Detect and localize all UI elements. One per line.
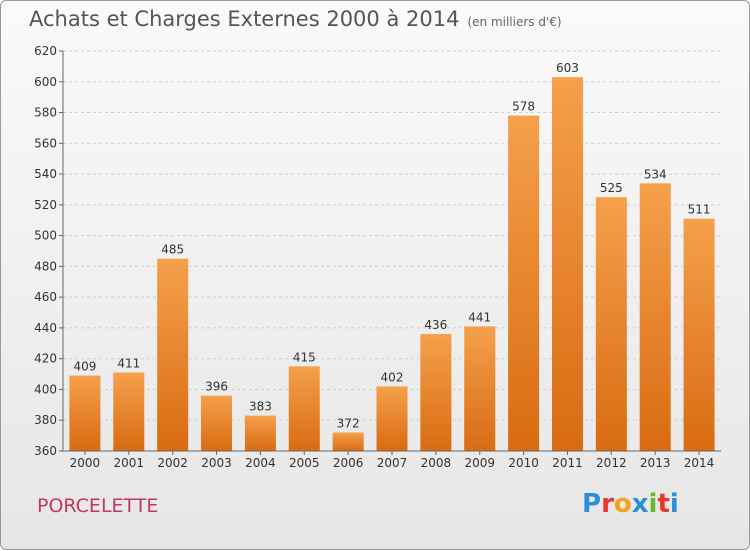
bars: 409 411 485 396 383 415 372 402 436 441 578 603 525 5…	[69, 61, 715, 452]
data-label: 411	[117, 357, 140, 371]
y-tick-label: 460	[34, 290, 57, 304]
bar-2013	[639, 183, 671, 452]
logo-letter: P	[582, 489, 602, 519]
data-label: 534	[644, 167, 667, 181]
axes: 360 380 400 420 440 460 480 500 520 540 560 580 600 6…	[34, 44, 721, 470]
place-name: PORCELETTE	[37, 495, 159, 517]
bar-2002	[157, 258, 189, 451]
data-label: 372	[337, 417, 360, 431]
y-tick-label: 620	[34, 44, 57, 58]
x-tick-label: 2014	[684, 456, 715, 470]
chart-title: Achats et Charges Externes 2000 à 2014 (e…	[29, 7, 562, 31]
y-tick-label: 540	[34, 167, 57, 181]
data-label: 409	[73, 360, 96, 374]
bar-2004	[244, 415, 276, 451]
x-tick-label: 2008	[421, 456, 452, 470]
data-label: 396	[205, 380, 228, 394]
data-label: 415	[293, 350, 316, 364]
x-tick-label: 2011	[552, 456, 583, 470]
bar-2003	[201, 395, 233, 451]
data-label: 485	[161, 243, 184, 257]
proxiti-logo: Proxiti	[582, 489, 679, 519]
bar-2014	[683, 218, 715, 451]
x-tick-label: 2013	[640, 456, 671, 470]
data-label: 525	[600, 181, 623, 195]
chart-subtitle: (en milliers d'€)	[467, 15, 562, 29]
x-tick-label: 2004	[245, 456, 276, 470]
bar-2007	[376, 386, 408, 451]
y-tick-label: 360	[34, 444, 57, 458]
data-label: 578	[512, 100, 535, 114]
data-label: 436	[424, 318, 447, 332]
logo-letter: t	[657, 489, 670, 519]
bar-2008	[420, 334, 452, 451]
bar-2006	[332, 432, 364, 451]
bar-2000	[69, 375, 101, 451]
data-label: 402	[381, 370, 404, 384]
x-tick-label: 2006	[333, 456, 364, 470]
x-tick-label: 2010	[508, 456, 539, 470]
y-tick-label: 580	[34, 106, 57, 120]
y-tick-label: 520	[34, 198, 57, 212]
data-label: 511	[688, 203, 711, 217]
bar-2011	[551, 77, 583, 452]
title-text: Achats et Charges Externes 2000 à 2014	[29, 7, 460, 31]
x-tick-label: 2002	[157, 456, 188, 470]
y-tick-label: 480	[34, 259, 57, 273]
y-tick-label: 600	[34, 75, 57, 89]
y-tick-label: 380	[34, 413, 57, 427]
x-tick-label: 2000	[70, 456, 101, 470]
logo-letter: i	[669, 489, 679, 519]
data-label: 603	[556, 61, 579, 75]
y-tick-label: 500	[34, 229, 57, 243]
x-tick-label: 2001	[114, 456, 145, 470]
logo-letter: i	[648, 489, 658, 519]
bar-2005	[288, 366, 320, 451]
bar-2012	[595, 197, 627, 451]
x-tick-label: 2009	[464, 456, 495, 470]
x-tick-label: 2012	[596, 456, 627, 470]
logo-letter: o	[613, 489, 632, 519]
logo-letter: r	[601, 489, 614, 519]
bar-2009	[464, 326, 496, 451]
bar-2001	[113, 372, 145, 451]
data-label: 383	[249, 400, 272, 414]
bar-2010	[508, 115, 540, 451]
x-tick-label: 2003	[201, 456, 232, 470]
logo-letter: x	[631, 489, 649, 519]
y-tick-label: 400	[34, 382, 57, 396]
y-tick-label: 440	[34, 321, 57, 335]
y-tick-label: 420	[34, 352, 57, 366]
x-tick-label: 2007	[377, 456, 408, 470]
data-label: 441	[468, 310, 491, 324]
x-tick-label: 2005	[289, 456, 320, 470]
y-tick-label: 560	[34, 136, 57, 150]
